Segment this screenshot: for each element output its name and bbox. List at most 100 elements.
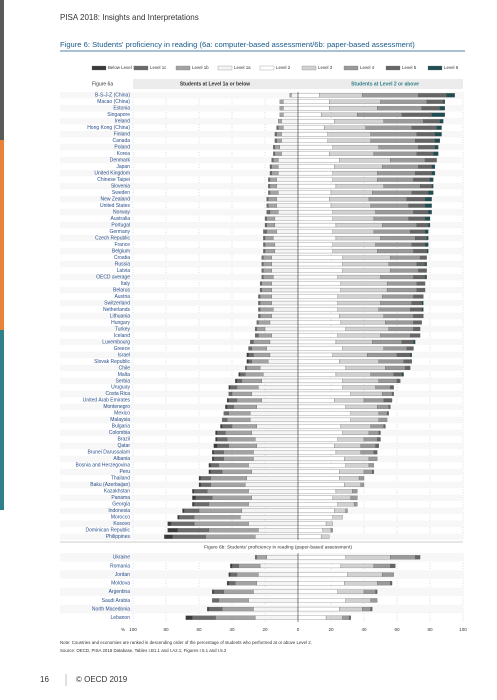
bar-segment: [375, 242, 412, 247]
bar-segment: [370, 598, 378, 603]
bar-segment: [386, 287, 417, 293]
bar-segment: [212, 456, 214, 461]
bar-segment: [259, 307, 274, 312]
bar-segment: [340, 424, 371, 429]
bar-segment: [297, 515, 333, 520]
bar-segment: [396, 378, 401, 384]
category-label: Bosnia and Herzegovina: [76, 463, 131, 469]
bar-segment: [342, 261, 389, 267]
bar-segment: [281, 151, 299, 156]
bar-segment: [297, 255, 343, 260]
x-tick-label: 0: [297, 627, 300, 632]
bar-segment: [269, 184, 277, 189]
bar-segment: [368, 430, 379, 435]
category-label: Singapore: [107, 112, 130, 118]
bar-segment: [205, 534, 256, 539]
bar-segment: [382, 391, 393, 396]
bar-segment: [268, 197, 277, 202]
bar-segment: [276, 125, 279, 130]
bar-segment: [269, 177, 277, 182]
legend-swatch: [343, 65, 359, 71]
bar-segment: [278, 190, 299, 195]
bar-segment: [377, 404, 389, 409]
bar-segment: [418, 93, 447, 98]
bar-segment: [258, 333, 272, 338]
bar-segment: [223, 589, 254, 594]
legend-label: Level 5: [402, 65, 417, 70]
bar-segment: [320, 534, 330, 539]
bar-segment: [218, 463, 249, 468]
bar-segment: [212, 495, 252, 500]
bar-segment: [279, 145, 299, 150]
bar-segment: [370, 606, 373, 612]
bar-segment: [337, 502, 355, 507]
bar-segment: [439, 106, 445, 111]
row-band: [60, 260, 463, 268]
row-band: [60, 169, 463, 177]
bar-segment: [256, 320, 259, 325]
bar-segment: [368, 197, 408, 202]
bar-segment: [271, 261, 299, 267]
category-label: Turkey: [115, 326, 131, 332]
bar-segment: [297, 203, 332, 208]
bar-segment: [327, 138, 371, 143]
bar-segment: [271, 287, 299, 293]
bar-segment: [258, 294, 261, 299]
bar-segment: [207, 489, 249, 494]
bar-segment: [253, 450, 299, 455]
bar-segment: [332, 145, 379, 150]
bar-segment: [193, 489, 208, 494]
bar-segment: [268, 177, 271, 182]
bar-segment: [297, 112, 322, 117]
bar-segment: [363, 589, 376, 594]
bar-segment: [245, 365, 247, 371]
category-label: Australia: [111, 216, 131, 222]
category-label: Czech Republic: [95, 235, 131, 241]
bar-segment: [383, 184, 421, 189]
bar-segment: [223, 411, 229, 416]
row-band: [60, 156, 463, 164]
bar-segment: [368, 456, 378, 461]
bar-segment: [297, 125, 325, 130]
bar-segment: [297, 581, 345, 586]
bar-segment: [297, 424, 342, 429]
bar-segment: [297, 359, 340, 364]
row-band: [60, 221, 463, 229]
bar-segment: [297, 502, 338, 507]
bar-segment: [256, 443, 299, 448]
bar-segment: [254, 534, 299, 539]
bar-segment: [370, 132, 417, 137]
bar-segment: [261, 261, 264, 267]
bar-segment: [297, 171, 333, 176]
bar-segment: [340, 281, 388, 286]
bar-segment: [386, 281, 417, 286]
bar-segment: [268, 203, 277, 208]
bar-segment: [411, 125, 437, 130]
row-band: [60, 143, 463, 151]
category-label: Kazakhstan: [104, 489, 130, 495]
x-tick-label: 20: [328, 627, 334, 632]
bar-segment: [334, 443, 361, 448]
bar-segment: [269, 164, 272, 169]
bar-segment: [235, 378, 238, 384]
bar-segment: [264, 248, 276, 254]
category-label: Brazil: [117, 437, 130, 443]
bar-segment: [271, 164, 279, 169]
bar-segment: [373, 216, 409, 221]
bar-segment: [388, 261, 417, 267]
bar-segment: [263, 268, 272, 273]
bar-segment: [345, 463, 370, 468]
bar-segment: [297, 268, 343, 273]
bar-segment: [228, 411, 251, 416]
bar-segment: [276, 197, 299, 202]
bar-segment: [378, 411, 388, 416]
bar-segment: [297, 287, 342, 293]
bar-segment: [428, 223, 431, 228]
bar-segment: [413, 294, 424, 299]
bar-segment: [182, 508, 185, 513]
category-label: Latvia: [117, 268, 131, 274]
bar-segment: [363, 469, 373, 474]
category-label: Croatia: [114, 255, 130, 261]
bar-segment: [269, 190, 279, 195]
category-label: Kosovo: [113, 521, 130, 527]
